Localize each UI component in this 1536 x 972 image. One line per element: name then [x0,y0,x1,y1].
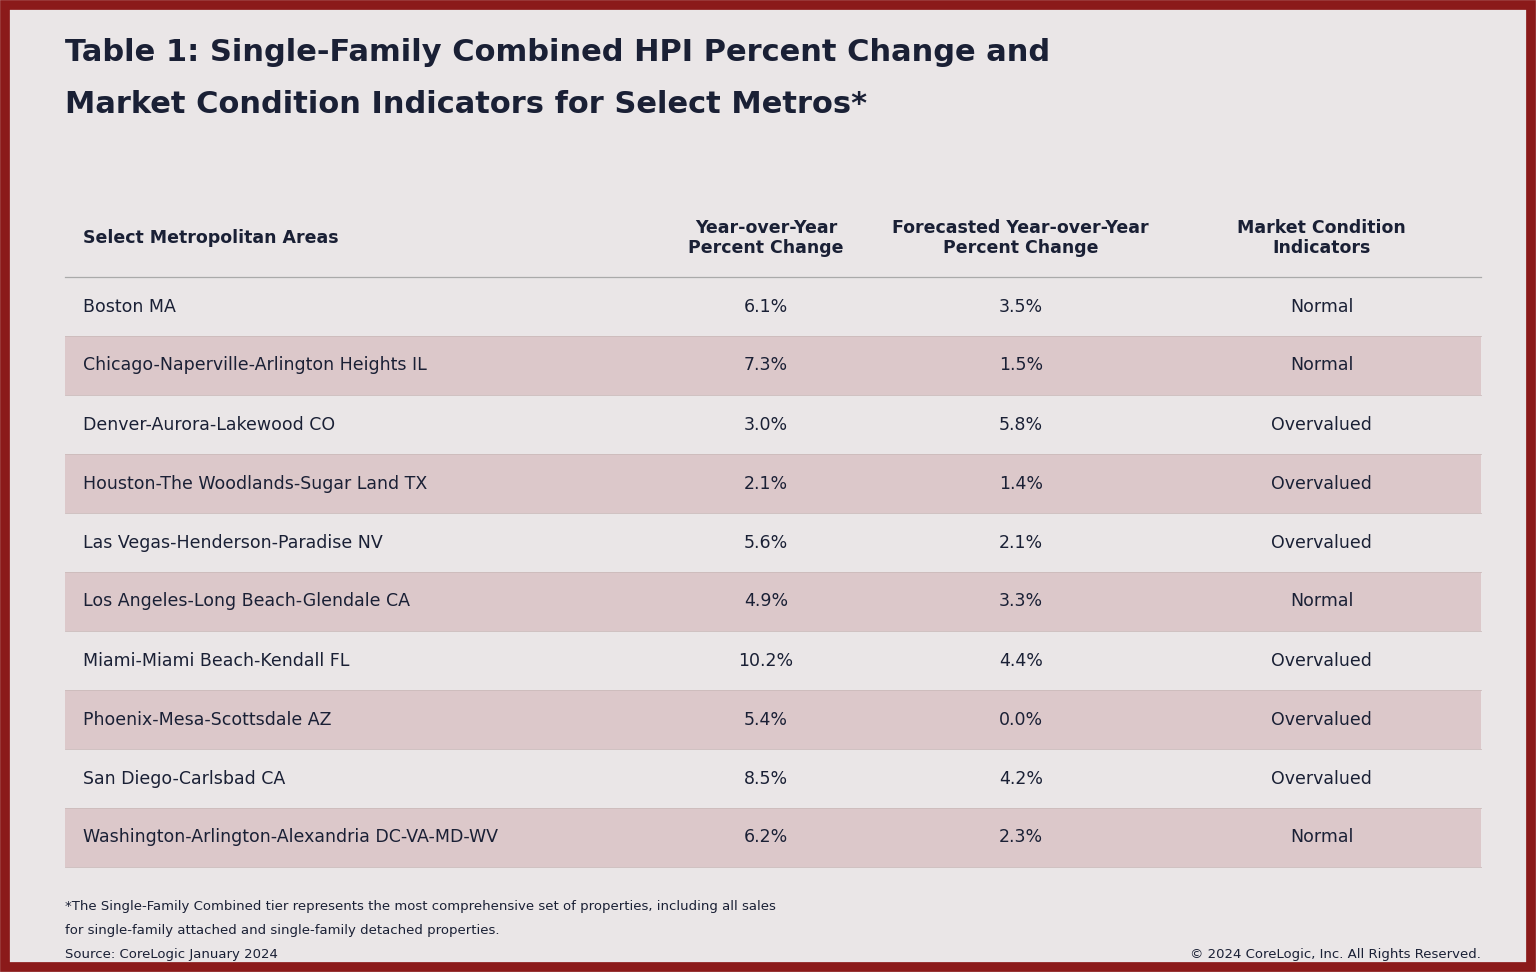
Text: © 2024 CoreLogic, Inc. All Rights Reserved.: © 2024 CoreLogic, Inc. All Rights Reserv… [1190,948,1481,961]
Text: 5.4%: 5.4% [743,711,788,728]
Bar [65,631,1481,690]
Bar [65,572,1481,631]
Text: Overvalued: Overvalued [1272,415,1372,434]
Text: Overvalued: Overvalued [1272,474,1372,493]
Text: Normal: Normal [1290,828,1353,847]
Text: 5.8%: 5.8% [998,415,1043,434]
Text: 6.1%: 6.1% [743,297,788,316]
Text: Washington-Arlington-Alexandria DC-VA-MD-WV: Washington-Arlington-Alexandria DC-VA-MD… [83,828,498,847]
Text: Overvalued: Overvalued [1272,711,1372,728]
Bar [65,808,1481,867]
Bar [65,395,1481,454]
Text: Boston MA: Boston MA [83,297,177,316]
Text: 3.0%: 3.0% [743,415,788,434]
Text: 10.2%: 10.2% [739,651,794,670]
Bar [65,749,1481,808]
Bar [65,513,1481,572]
Text: 0.0%: 0.0% [998,711,1043,728]
Text: Normal: Normal [1290,593,1353,610]
Text: 3.5%: 3.5% [998,297,1043,316]
Text: Chicago-Naperville-Arlington Heights IL: Chicago-Naperville-Arlington Heights IL [83,357,427,374]
Text: for single-family attached and single-family detached properties.: for single-family attached and single-fa… [65,924,499,937]
Text: Year-over-Year
Percent Change: Year-over-Year Percent Change [688,219,843,258]
Text: Forecasted Year-over-Year
Percent Change: Forecasted Year-over-Year Percent Change [892,219,1149,258]
Text: Select Metropolitan Areas: Select Metropolitan Areas [83,229,338,247]
Text: 6.2%: 6.2% [743,828,788,847]
Text: 1.4%: 1.4% [998,474,1043,493]
Text: Source: CoreLogic January 2024: Source: CoreLogic January 2024 [65,948,278,961]
Text: 4.4%: 4.4% [998,651,1043,670]
Text: Las Vegas-Henderson-Paradise NV: Las Vegas-Henderson-Paradise NV [83,534,382,551]
Text: 7.3%: 7.3% [743,357,788,374]
Text: 1.5%: 1.5% [998,357,1043,374]
Text: Phoenix-Mesa-Scottsdale AZ: Phoenix-Mesa-Scottsdale AZ [83,711,332,728]
Text: Denver-Aurora-Lakewood CO: Denver-Aurora-Lakewood CO [83,415,335,434]
Text: Houston-The Woodlands-Sugar Land TX: Houston-The Woodlands-Sugar Land TX [83,474,427,493]
Text: 4.2%: 4.2% [998,770,1043,787]
Text: San Diego-Carlsbad CA: San Diego-Carlsbad CA [83,770,286,787]
Text: Normal: Normal [1290,297,1353,316]
Text: Overvalued: Overvalued [1272,651,1372,670]
Text: 5.6%: 5.6% [743,534,788,551]
Text: 8.5%: 8.5% [743,770,788,787]
Text: 2.1%: 2.1% [743,474,788,493]
Text: 4.9%: 4.9% [743,593,788,610]
Bar [65,277,1481,336]
Text: Market Condition Indicators for Select Metros*: Market Condition Indicators for Select M… [65,90,868,119]
Text: 2.1%: 2.1% [998,534,1043,551]
Text: Market Condition
Indicators: Market Condition Indicators [1238,219,1405,258]
Text: Los Angeles-Long Beach-Glendale CA: Los Angeles-Long Beach-Glendale CA [83,593,410,610]
Bar [65,336,1481,395]
Bar [65,454,1481,513]
Text: Miami-Miami Beach-Kendall FL: Miami-Miami Beach-Kendall FL [83,651,349,670]
Text: Table 1: Single-Family Combined HPI Percent Change and: Table 1: Single-Family Combined HPI Perc… [65,38,1051,67]
Text: Overvalued: Overvalued [1272,770,1372,787]
Text: Overvalued: Overvalued [1272,534,1372,551]
Text: 3.3%: 3.3% [998,593,1043,610]
Text: Normal: Normal [1290,357,1353,374]
Text: *The Single-Family Combined tier represents the most comprehensive set of proper: *The Single-Family Combined tier represe… [65,900,776,913]
Text: 2.3%: 2.3% [998,828,1043,847]
Bar [65,690,1481,749]
